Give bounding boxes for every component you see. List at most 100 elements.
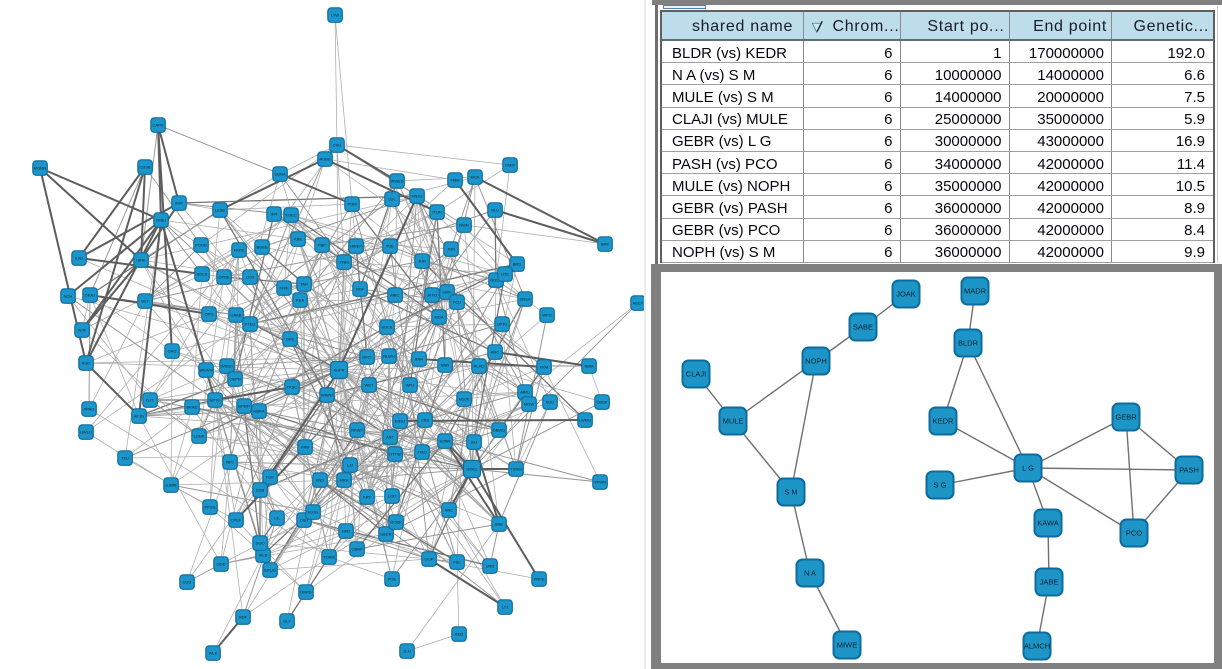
svg-text:WPO: WPO [542, 313, 552, 318]
svg-text:LTJ: LTJ [502, 605, 508, 610]
svg-text:FUP: FUP [266, 475, 274, 480]
svg-text:SUU: SUU [546, 400, 555, 405]
svg-text:BRD: BRD [513, 262, 522, 267]
svg-text:EJMN: EJMN [166, 483, 177, 488]
svg-text:GOCL: GOCL [466, 467, 478, 472]
svg-text:LDL: LDL [388, 197, 396, 202]
svg-text:PPAO: PPAO [84, 407, 95, 412]
svg-text:CPEF: CPEF [231, 518, 242, 523]
svg-text:N A: N A [804, 569, 816, 578]
svg-text:ALMCH: ALMCH [1024, 642, 1050, 651]
svg-text:RKWF: RKWF [351, 428, 363, 433]
svg-text:WWED: WWED [390, 179, 403, 184]
svg-text:RNEI: RNEI [156, 218, 166, 223]
svg-text:DNSA: DNSA [519, 297, 530, 302]
svg-text:PNJU: PNJU [412, 194, 423, 199]
svg-text:BGEB: BGEB [256, 245, 267, 250]
svg-text:MJCE: MJCE [382, 325, 393, 330]
svg-text:TPWN: TPWN [594, 480, 606, 485]
svg-text:OPO: OPO [205, 312, 214, 317]
svg-text:CSU: CSU [333, 143, 342, 148]
svg-text:RED: RED [455, 632, 464, 637]
svg-text:KKM: KKM [540, 365, 549, 370]
svg-text:PFUG: PFUG [204, 505, 215, 510]
svg-text:IFR: IFR [271, 212, 278, 217]
svg-text:RDF: RDF [239, 615, 248, 620]
svg-text:BJJG: BJJG [308, 510, 318, 515]
svg-text:AFJG: AFJG [134, 414, 144, 419]
svg-text:FMM: FMM [450, 178, 459, 183]
svg-text:AHPK: AHPK [334, 368, 345, 373]
svg-text:MOW: MOW [524, 402, 534, 407]
svg-text:GEBR: GEBR [1115, 413, 1137, 422]
svg-text:LOHR: LOHR [193, 434, 204, 439]
svg-text:NPJ: NPJ [226, 460, 234, 465]
svg-text:FRB: FRB [301, 445, 309, 450]
svg-text:JLJJ: JLJJ [403, 649, 411, 654]
svg-text:POE: POE [388, 577, 397, 582]
svg-text:TAR: TAR [300, 282, 308, 287]
svg-text:PCO: PCO [1126, 529, 1142, 538]
svg-text:JON: JON [447, 247, 455, 252]
svg-text:JOAK: JOAK [896, 290, 916, 299]
svg-text:GSB: GSB [256, 488, 265, 493]
svg-text:MBC: MBC [391, 293, 400, 298]
svg-text:FKPE: FKPE [234, 248, 245, 253]
svg-text:NLU: NLU [491, 208, 499, 213]
svg-text:FCU: FCU [453, 300, 461, 305]
svg-text:ERUD: ERUD [264, 568, 275, 573]
svg-text:ERSJ: ERSJ [395, 419, 405, 424]
svg-text:CBNP: CBNP [351, 547, 362, 552]
svg-text:NNN: NNN [441, 363, 450, 368]
svg-text:HWEP: HWEP [350, 244, 362, 249]
svg-text:MCA: MCA [471, 175, 480, 180]
svg-text:KEA: KEA [296, 298, 304, 303]
svg-text:NCH: NCH [64, 294, 73, 299]
svg-text:KND: KND [316, 478, 325, 483]
svg-text:AST: AST [386, 435, 394, 440]
svg-text:BLI: BLI [471, 440, 477, 445]
svg-text:UWLO: UWLO [80, 430, 92, 435]
svg-text:MIWE: MIWE [837, 641, 857, 650]
svg-text:CDSB: CDSB [139, 165, 150, 170]
svg-text:FFRI: FFRI [280, 286, 289, 291]
svg-text:BOLS: BOLS [197, 272, 208, 277]
svg-text:NWN: NWN [459, 223, 469, 228]
svg-text:ORPD: ORPD [300, 590, 312, 595]
svg-text:RUMJ: RUMJ [319, 157, 330, 162]
svg-text:CBSK: CBSK [597, 400, 608, 405]
svg-text:ILNJ: ILNJ [75, 256, 83, 261]
svg-text:UEER: UEER [380, 532, 391, 537]
svg-text:PNFE: PNFE [534, 577, 545, 582]
svg-text:PJE: PJE [386, 244, 394, 249]
svg-text:HJNR: HJNR [440, 439, 451, 444]
svg-text:UPJU: UPJU [497, 322, 508, 327]
svg-text:OOD: OOD [216, 562, 225, 567]
svg-text:NLWH: NLWH [383, 354, 395, 359]
svg-text:JABE: JABE [1040, 578, 1059, 587]
svg-text:NBM: NBM [585, 364, 594, 369]
svg-text:WRJ: WRJ [406, 383, 415, 388]
svg-text:MADR: MADR [964, 287, 987, 296]
svg-text:RLAO: RLAO [474, 364, 485, 369]
svg-text:BRK: BRK [601, 242, 610, 247]
svg-text:KEDR: KEDR [933, 417, 954, 426]
svg-text:CAPE: CAPE [153, 123, 164, 128]
svg-text:HTTW: HTTW [389, 452, 401, 457]
svg-text:ARC: ARC [491, 350, 500, 355]
svg-text:AEET: AEET [633, 301, 644, 306]
svg-text:JKTO: JKTO [427, 293, 437, 298]
svg-text:WEWH: WEWH [199, 368, 212, 373]
svg-text:KOEC: KOEC [285, 213, 296, 218]
svg-text:KAWA: KAWA [1037, 519, 1059, 528]
svg-text:FOND: FOND [195, 243, 206, 248]
svg-text:S G: S G [934, 481, 947, 490]
svg-text:FBP: FBP [318, 243, 326, 248]
svg-text:POM: POM [347, 202, 356, 207]
svg-text:S M: S M [784, 488, 797, 497]
svg-text:LITC: LITC [501, 272, 510, 277]
svg-text:LJJ: LJJ [347, 463, 353, 468]
svg-text:WET: WET [365, 383, 374, 388]
svg-text:LWMG: LWMG [579, 418, 591, 423]
svg-text:OOEK: OOEK [390, 520, 402, 525]
